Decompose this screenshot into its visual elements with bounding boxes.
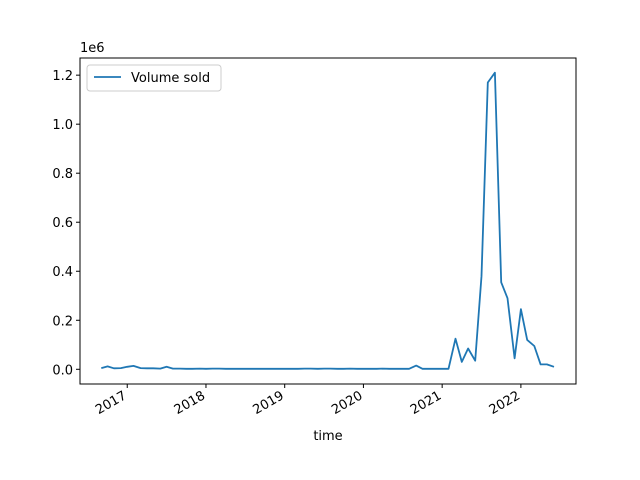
x-axis-label: time	[313, 429, 342, 444]
plot-frame	[79, 57, 577, 385]
legend: Volume sold	[86, 64, 222, 92]
series-line-0	[101, 71, 555, 370]
y-tick-label: 0.4	[52, 265, 73, 280]
plot-area	[101, 71, 555, 370]
y-tick-label: 0.0	[52, 363, 73, 378]
legend-box	[86, 64, 222, 92]
y-offset-label: 1e6	[80, 41, 105, 56]
y-axis: 0.0 0.2 0.4 0.6 0.8 1.0 1.2	[52, 69, 80, 378]
legend-label: Volume sold	[131, 71, 210, 86]
y-tick-label: 0.8	[52, 167, 73, 182]
y-tick-label: 1.2	[52, 69, 73, 84]
y-tick-label: 1.0	[52, 118, 73, 133]
y-tick-label: 0.6	[52, 216, 73, 231]
y-tick-label: 0.2	[52, 314, 73, 329]
